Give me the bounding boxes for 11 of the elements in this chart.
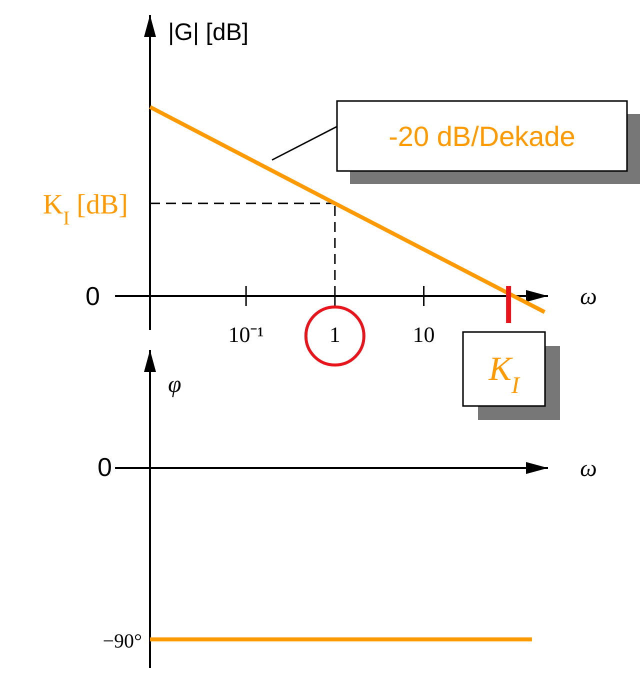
y-tick-label: −90° [102, 630, 142, 652]
x-tick-label: 1 [329, 322, 340, 347]
y-axis-title: φ [168, 372, 182, 398]
y-axis-title: |G| [dB] [168, 19, 248, 46]
annotation: K$_{I}$ [488, 351, 520, 399]
x-axis-title: ω [580, 284, 597, 310]
x-tick-label: 10⁻¹ [228, 322, 264, 347]
ref-line-label: K$_{I}$ [dB] [42, 189, 128, 229]
x-tick-label: 10 [412, 322, 435, 347]
x-axis-title: ω [580, 456, 597, 482]
annotation: -20 dB/Dekade [388, 121, 576, 152]
